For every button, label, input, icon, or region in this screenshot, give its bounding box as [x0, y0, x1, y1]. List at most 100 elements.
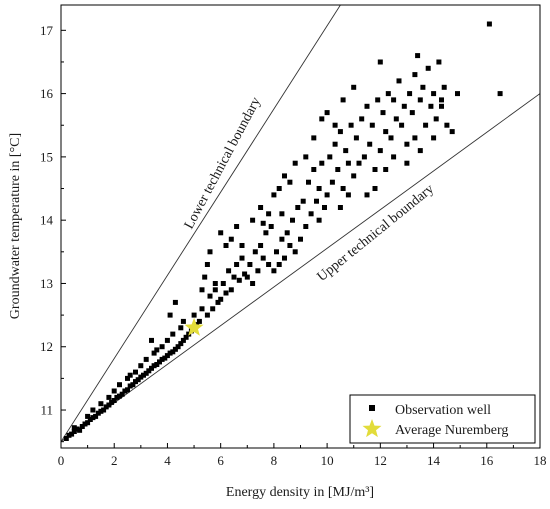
observation-point: [353, 135, 359, 141]
observation-point: [223, 290, 229, 296]
observation-point: [316, 186, 322, 191]
observation-point: [340, 97, 346, 103]
observation-point: [295, 205, 301, 210]
observation-point: [204, 262, 210, 267]
observation-point: [212, 287, 218, 293]
observation-point: [324, 192, 330, 198]
plot-content: [61, 5, 540, 443]
observation-point: [172, 299, 178, 305]
observation-point: [149, 337, 154, 343]
observation-point: [207, 293, 213, 299]
observation-point: [244, 274, 250, 280]
observation-point: [191, 312, 197, 318]
lower-boundary-line: [61, 5, 341, 442]
observation-point: [415, 53, 421, 59]
x-tick-label: 2: [111, 453, 118, 468]
observation-point: [377, 148, 383, 154]
observation-point: [396, 78, 402, 84]
observation-point: [127, 372, 133, 378]
observation-point: [274, 249, 279, 255]
observation-point: [247, 262, 253, 267]
observation-point: [319, 116, 325, 122]
observation-point: [130, 382, 136, 388]
legend-observation-marker: [369, 405, 375, 411]
observation-point: [282, 173, 287, 179]
observation-point: [170, 349, 176, 355]
observation-point: [218, 230, 224, 236]
observation-point: [351, 173, 357, 179]
observation-point: [66, 432, 72, 438]
observation-point: [127, 383, 133, 389]
y-tick-label: 15: [40, 149, 53, 164]
observation-point: [63, 436, 69, 441]
observation-point: [138, 363, 144, 369]
observation-point: [164, 353, 170, 359]
observation-point: [159, 344, 165, 350]
observation-point: [337, 129, 343, 135]
x-tick-label: 8: [271, 453, 278, 468]
observation-point: [377, 59, 383, 65]
observation-point: [202, 274, 208, 280]
observation-point: [159, 356, 165, 362]
observation-point: [391, 97, 397, 103]
observation-point: [125, 375, 130, 381]
y-axis-label: Groundwater temperature in [°C]: [8, 133, 23, 319]
observation-point: [103, 404, 109, 410]
observation-point: [109, 399, 115, 405]
observation-point: [98, 408, 104, 414]
observation-point: [439, 97, 444, 103]
observation-point: [383, 129, 389, 135]
observation-point: [428, 103, 434, 109]
observation-point: [196, 318, 202, 324]
observation-point: [162, 355, 168, 361]
legend-star-icon: [362, 419, 382, 438]
observation-point: [391, 154, 397, 160]
observation-point: [292, 249, 298, 255]
observation-point: [385, 91, 391, 97]
observation-point: [266, 211, 272, 217]
observation-point: [164, 337, 170, 343]
observation-point: [250, 217, 256, 223]
observation-point: [324, 110, 330, 116]
observation-point: [236, 277, 242, 283]
observation-point: [319, 160, 325, 166]
observation-point: [332, 122, 338, 128]
observation-point: [79, 424, 85, 429]
observation-point: [497, 91, 503, 97]
observation-point: [106, 394, 112, 400]
observation-point: [298, 236, 303, 242]
observation-point: [149, 365, 154, 371]
observation-point: [306, 179, 311, 185]
y-tick-label: 11: [40, 403, 53, 418]
observation-point: [361, 154, 367, 160]
legend-average-label: Average Nuremberg: [395, 423, 508, 438]
observation-point: [279, 211, 285, 217]
observation-point: [417, 97, 423, 103]
observation-point: [117, 393, 122, 399]
observation-point: [252, 249, 258, 255]
observation-point: [167, 350, 173, 356]
observation-point: [431, 135, 437, 141]
y-tick-label: 17: [40, 23, 54, 38]
observation-point: [276, 186, 282, 191]
observation-point: [146, 368, 152, 374]
observation-point: [364, 103, 370, 109]
observation-point: [263, 230, 269, 236]
observation-point: [111, 398, 117, 403]
observation-point: [77, 427, 83, 433]
observation-point: [375, 97, 381, 103]
observation-point: [199, 287, 205, 293]
observation-point: [300, 198, 306, 204]
observation-point: [343, 148, 349, 154]
observation-point: [412, 72, 418, 78]
x-tick-label: 18: [534, 453, 547, 468]
observation-point: [69, 431, 75, 437]
observation-point: [210, 306, 216, 312]
observation-point: [178, 325, 184, 331]
observation-point: [407, 91, 413, 97]
observation-point: [154, 347, 160, 353]
observation-point: [234, 224, 240, 229]
observation-point: [218, 296, 224, 302]
observation-point: [359, 116, 365, 122]
lower-boundary-label: Lower technical boundary: [182, 95, 264, 232]
